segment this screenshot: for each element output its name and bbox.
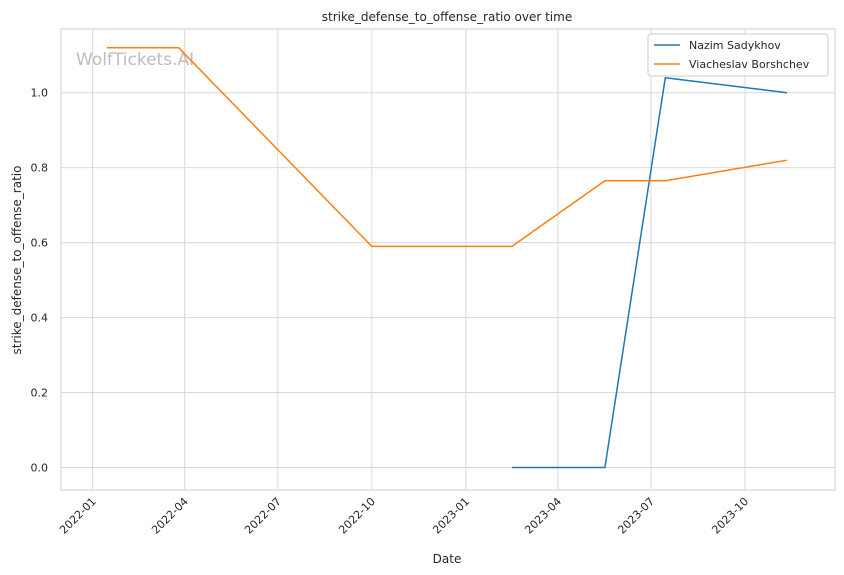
y-tick-labels: 0.0 0.2 0.4 0.6 0.8 1.0	[31, 87, 49, 475]
x-gridlines	[92, 29, 746, 490]
x-tick-labels: 2022-01 2022-04 2022-07 2022-10 2023-01 2023-…	[57, 495, 751, 537]
y-tick-label-0-0: 0.0	[31, 462, 49, 475]
x-tick-label-2023-01: 2023-01	[430, 495, 472, 537]
x-tick-label-2022-10: 2022-10	[336, 495, 378, 537]
y-tick-label-0-4: 0.4	[31, 312, 49, 325]
x-axis-label: Date	[433, 552, 462, 566]
chart-title: strike_defense_to_offense_ratio over tim…	[322, 10, 572, 24]
y-tick-label-1-0: 1.0	[31, 87, 49, 100]
legend-box	[647, 33, 829, 77]
watermark-text: WolfTickets.AI	[76, 50, 194, 70]
x-tick-label-2023-04: 2023-04	[522, 495, 564, 537]
series-line-nazim-sadykhov	[511, 76, 787, 469]
y-gridlines	[61, 92, 835, 469]
legend: Nazim Sadykhov Viacheslav Borshchev	[647, 33, 829, 77]
series-line-viacheslav-borshchev	[107, 46, 788, 248]
x-tick-label-2022-04: 2022-04	[149, 495, 191, 537]
plot-area	[60, 28, 836, 491]
y-axis-label: strike_defense_to_offense_ratio	[10, 166, 24, 355]
series-lines	[107, 46, 788, 469]
x-tick-label-2023-07: 2023-07	[615, 495, 657, 537]
legend-label-nazim-sadykhov: Nazim Sadykhov	[689, 39, 781, 52]
y-tick-label-0-8: 0.8	[31, 162, 49, 175]
y-tick-label-0-2: 0.2	[31, 387, 49, 400]
x-tick-label-2022-01: 2022-01	[57, 495, 99, 537]
legend-label-viacheslav-borshchev: Viacheslav Borshchev	[689, 58, 810, 71]
x-tick-label-2022-07: 2022-07	[242, 495, 284, 537]
x-tick-label-2023-10: 2023-10	[709, 495, 751, 537]
y-tick-label-0-6: 0.6	[31, 237, 49, 250]
